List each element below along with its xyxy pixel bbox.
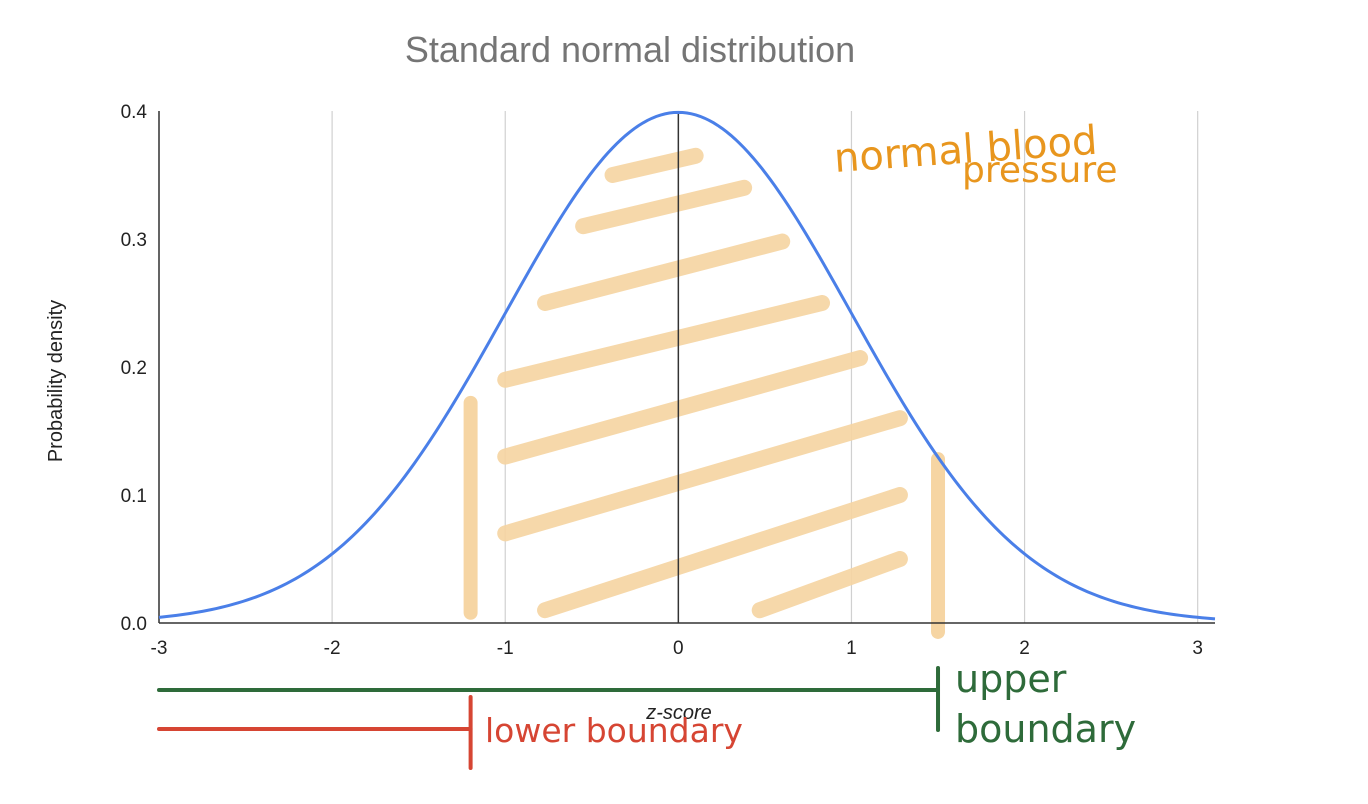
boundary-markers xyxy=(157,666,941,770)
hatch-stroke xyxy=(497,410,908,542)
series-line xyxy=(158,110,1216,621)
hatch-stroke xyxy=(537,233,791,311)
x-tick-label: -3 xyxy=(151,638,168,659)
axes xyxy=(158,111,1215,624)
tick-labels: -3 -2 -1 0 1 2 3 0.0 0.1 0.2 0.3 0.4 xyxy=(121,102,1203,659)
x-tick-label: 0 xyxy=(673,638,684,659)
x-tick-label: -2 xyxy=(324,638,341,659)
x-axis-label: z-score xyxy=(645,702,712,724)
x-tick-label: 1 xyxy=(846,638,857,659)
annotation-upper: upper xyxy=(955,657,1067,701)
shaded-region-hatching xyxy=(463,147,946,639)
y-axis-label: Probability density xyxy=(45,300,67,462)
hatch-stroke xyxy=(497,295,831,388)
y-tick-label: 0.4 xyxy=(121,102,148,123)
hatch-stroke xyxy=(575,179,753,235)
y-tick-label: 0.0 xyxy=(121,614,147,635)
annotation-boundary: boundary xyxy=(955,707,1136,751)
x-tick-label: -1 xyxy=(497,638,514,659)
hatch-stroke xyxy=(604,147,704,183)
hatch-stroke xyxy=(537,487,908,619)
x-tick-label: 3 xyxy=(1192,638,1203,659)
y-tick-label: 0.1 xyxy=(121,486,147,507)
annotation-lower-boundary: lower boundary xyxy=(485,711,743,750)
hatch-stroke xyxy=(497,350,869,465)
density-curve xyxy=(158,110,1216,621)
y-tick-label: 0.2 xyxy=(121,358,147,379)
y-tick-label: 0.3 xyxy=(121,230,147,251)
hatch-stroke xyxy=(751,551,908,619)
annotation-pressure: pressure xyxy=(962,150,1118,191)
x-tick-label: 2 xyxy=(1019,638,1030,659)
chart-title: Standard normal distribution xyxy=(405,29,855,70)
